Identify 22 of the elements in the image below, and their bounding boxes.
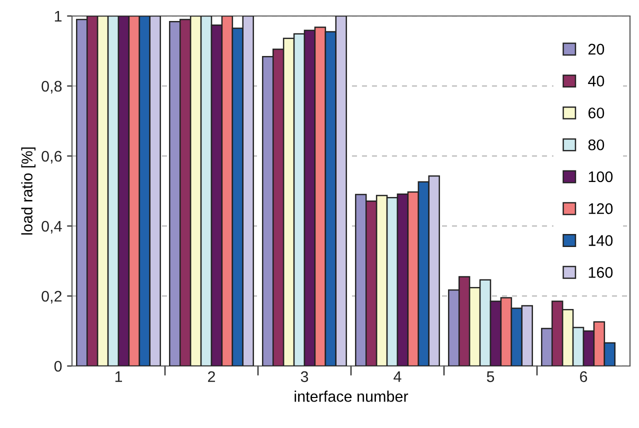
- legend-label: 140: [588, 235, 613, 246]
- legend-label: 160: [588, 267, 613, 278]
- legend-label: 120: [588, 203, 613, 214]
- legend-label: 20: [588, 44, 604, 55]
- legend-label: 100: [588, 171, 613, 182]
- x-tick-label: 3: [300, 371, 308, 382]
- y-tick-label: 0,6: [42, 150, 62, 164]
- y-tick-label: 0,2: [42, 290, 62, 304]
- y-tick-label: 0: [54, 360, 62, 372]
- y-tick-label: 0,4: [42, 220, 62, 234]
- x-axis-title: interface number: [294, 390, 408, 402]
- legend-label: 80: [588, 139, 604, 150]
- y-tick-label: 1: [54, 11, 62, 22]
- x-tick-label: 2: [208, 371, 215, 382]
- x-tick-label: 5: [486, 371, 494, 382]
- x-tick-label: 4: [394, 371, 402, 382]
- y-tick-label: 0,8: [42, 80, 62, 94]
- y-axis-title: load ratio [%]: [21, 148, 36, 235]
- legend-label: 60: [588, 108, 604, 118]
- legend-label: 40: [588, 76, 604, 86]
- x-tick-label: 1: [115, 371, 122, 382]
- x-tick-label: 6: [580, 371, 588, 382]
